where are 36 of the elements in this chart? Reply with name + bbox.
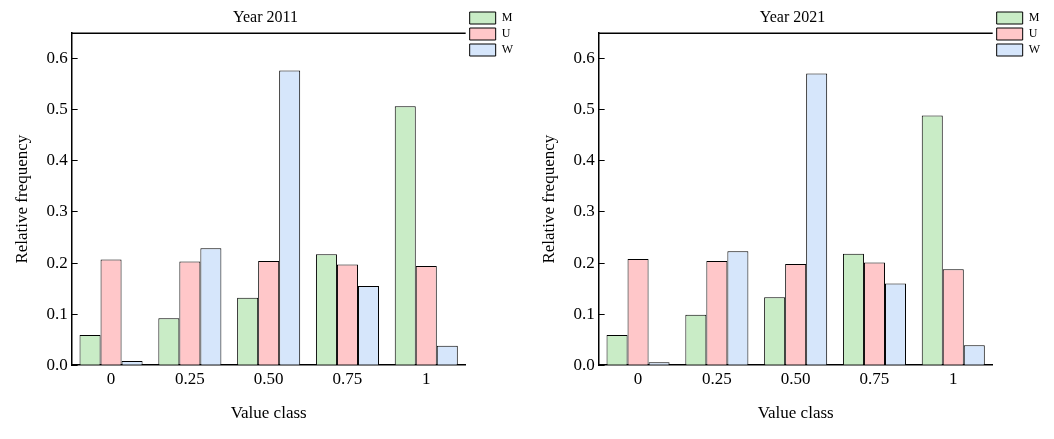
- x-axis-title: Value class: [757, 403, 834, 423]
- chart-title: Year 2011: [233, 7, 298, 25]
- y-tick-label: 0.0: [573, 354, 595, 374]
- x-tick-label: 0.25: [701, 368, 732, 388]
- y-tick-label: 0.5: [573, 99, 595, 119]
- y-tick-label: 0.4: [46, 150, 69, 170]
- y-tick-label: 0.0: [46, 354, 68, 374]
- y-tick-label: 0.1: [573, 303, 595, 323]
- y-tick-label: 0.2: [573, 252, 595, 272]
- y-tick-label: 0.1: [46, 303, 68, 323]
- legend-label: M: [501, 10, 513, 25]
- legend-label: M: [1028, 10, 1040, 25]
- y-tick-label: 0.6: [573, 48, 595, 68]
- x-tick-label: 1: [422, 368, 431, 388]
- legend-label: W: [501, 42, 514, 57]
- x-tick-label: 0: [106, 368, 116, 388]
- legend-label: W: [1028, 42, 1041, 57]
- x-axis-title: Value class: [230, 403, 307, 423]
- y-tick-label: 0.4: [573, 150, 596, 170]
- y-tick-label: 0.5: [46, 99, 68, 119]
- chart-title: Year 2021: [759, 7, 826, 25]
- x-tick-label: 0.50: [780, 368, 811, 388]
- legend-label: U: [1028, 26, 1038, 41]
- legend-label: U: [501, 26, 511, 41]
- x-tick-label: 1: [949, 368, 958, 388]
- x-tick-label: 0.75: [859, 368, 890, 388]
- y-tick-label: 0.3: [46, 201, 68, 221]
- y-tick-label: 0.6: [46, 48, 68, 68]
- x-tick-label: 0.25: [174, 368, 205, 388]
- x-tick-label: 0: [633, 368, 643, 388]
- y-tick-label: 0.3: [573, 201, 595, 221]
- x-tick-label: 0.50: [253, 368, 284, 388]
- y-axis-title: Relative frequency: [538, 134, 558, 264]
- y-axis-title: Relative frequency: [11, 134, 31, 264]
- x-tick-label: 0.75: [332, 368, 363, 388]
- y-tick-label: 0.2: [46, 252, 68, 272]
